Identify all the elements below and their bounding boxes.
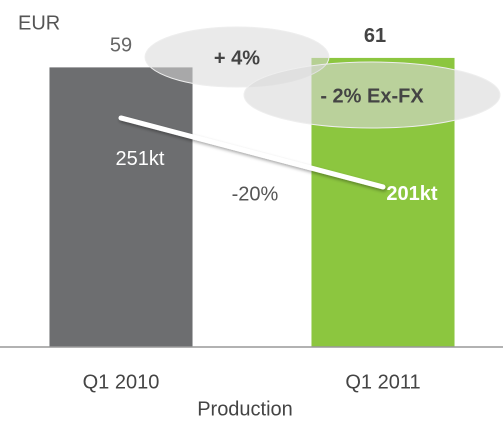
annotation: -20%	[232, 183, 279, 205]
line-value-label: 201kt	[386, 183, 437, 205]
production-line	[118, 115, 386, 190]
x-tick-label: Q1 2011	[345, 371, 420, 393]
callout-bubble	[243, 61, 501, 129]
y-axis-label: EUR	[18, 12, 60, 34]
annotation: - 2% Ex-FX	[320, 85, 424, 107]
bar-value-label: 59	[110, 35, 132, 57]
x-tick-label: Q1 2010	[83, 371, 160, 393]
legend-label: Production	[197, 398, 293, 420]
bar-value-label: 61	[364, 25, 386, 47]
bar	[49, 67, 193, 348]
line-value-label: 251kt	[116, 148, 165, 170]
annotation: + 4%	[214, 47, 260, 69]
